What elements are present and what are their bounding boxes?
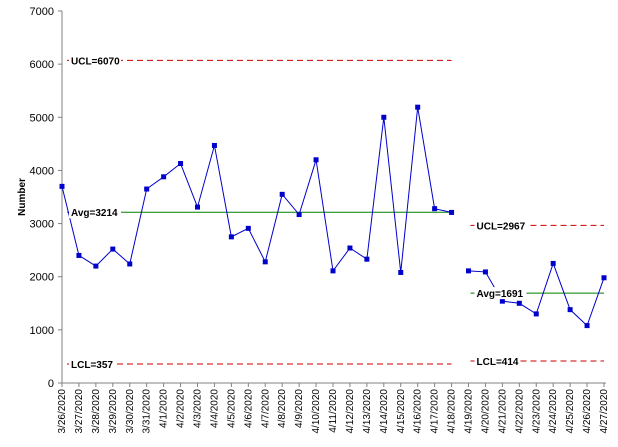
x-tick-label: 4/1/2020	[159, 389, 170, 428]
x-tick-label: 4/25/2020	[565, 389, 576, 434]
x-tick-label: 4/10/2020	[311, 389, 322, 434]
x-tick-label: 4/16/2020	[413, 389, 424, 434]
y-axis-ticks: 0 1000 2000 3000 4000 5000 6000 7000	[30, 6, 62, 390]
lcl-label-bg	[69, 358, 115, 371]
control-limit-labels: UCL=6070 Avg=3214 LCL=357 UCL=2967 Avg=1691 L…	[69, 54, 527, 371]
data-point	[330, 268, 336, 274]
ucl-label: UCL=6070	[71, 56, 120, 67]
x-tick-label: 4/27/2020	[599, 389, 610, 434]
data-point	[347, 245, 353, 251]
data-point	[178, 161, 184, 167]
x-tick-label: 3/26/2020	[57, 389, 68, 434]
x-axis-ticks: 3/26/2020 3/27/2020 3/28/2020 3/29/2020 3/30…	[57, 383, 610, 434]
data-point	[398, 269, 404, 275]
data-point	[110, 246, 116, 252]
chart-axes	[61, 11, 606, 384]
x-tick-label: 3/27/2020	[74, 389, 85, 434]
x-tick-label: 3/30/2020	[125, 389, 136, 434]
data-point	[482, 269, 488, 275]
data-point	[296, 212, 302, 218]
x-tick-label: 4/18/2020	[447, 389, 458, 434]
control-limit-lines	[67, 59, 604, 365]
y-tick-label: 0	[48, 378, 54, 390]
data-point	[245, 225, 251, 231]
ucl-label-bg	[69, 54, 121, 67]
x-tick-label: 4/4/2020	[209, 389, 220, 428]
data-point	[415, 104, 421, 110]
data-point	[601, 275, 607, 281]
data-point	[195, 204, 200, 210]
y-axis-label: Number	[17, 178, 28, 216]
x-tick-label: 4/3/2020	[193, 389, 204, 428]
x-tick-label: 4/14/2020	[379, 389, 390, 434]
y-tick-label: 1000	[30, 325, 54, 337]
data-point	[567, 307, 573, 313]
ucl-label: UCL=2967	[477, 221, 526, 232]
data-point	[364, 256, 370, 262]
y-tick-label: 2000	[30, 272, 54, 284]
data-series	[59, 104, 607, 329]
x-tick-label: 4/9/2020	[294, 389, 305, 428]
x-tick-label: 4/22/2020	[514, 389, 525, 434]
x-tick-label: 4/15/2020	[396, 389, 407, 434]
x-tick-label: 4/5/2020	[226, 389, 237, 428]
x-tick-label: 3/28/2020	[91, 389, 102, 434]
x-tick-label: 4/2/2020	[176, 389, 187, 428]
data-point	[59, 183, 65, 189]
data-point	[533, 311, 539, 317]
x-tick-label: 4/21/2020	[497, 389, 508, 434]
data-point	[466, 268, 471, 274]
y-tick-label: 3000	[30, 219, 54, 231]
data-point	[161, 174, 167, 180]
x-tick-label: 4/23/2020	[531, 389, 542, 434]
data-point	[127, 261, 133, 267]
data-point	[93, 263, 99, 269]
ucl-label-bg	[474, 219, 527, 232]
x-tick-label: 4/8/2020	[277, 389, 288, 428]
lcl-label: LCL=357	[71, 360, 113, 371]
data-point	[381, 114, 387, 120]
data-point	[279, 191, 285, 197]
x-tick-label: 4/17/2020	[430, 389, 441, 434]
x-tick-label: 4/12/2020	[345, 389, 356, 434]
x-tick-label: 4/11/2020	[328, 389, 339, 433]
data-point	[449, 209, 455, 215]
data-point	[550, 260, 556, 266]
x-tick-label: 4/13/2020	[362, 389, 373, 434]
x-tick-label: 4/20/2020	[480, 389, 491, 434]
y-tick-label: 4000	[30, 165, 54, 177]
data-point	[313, 157, 319, 163]
lcl-label: LCL=414	[477, 357, 519, 368]
x-tick-label: 4/26/2020	[582, 389, 593, 434]
x-tick-label: 4/7/2020	[260, 389, 271, 428]
x-tick-label: 4/19/2020	[464, 389, 475, 434]
x-tick-label: 4/24/2020	[548, 389, 559, 434]
x-tick-label: 3/31/2020	[142, 389, 153, 434]
data-point	[211, 142, 217, 148]
avg-label-bg	[474, 287, 527, 300]
data-point	[584, 323, 590, 329]
lcl-label-bg	[474, 354, 521, 367]
y-tick-label: 6000	[30, 59, 54, 71]
data-point	[228, 234, 234, 240]
y-tick-label: 7000	[30, 6, 54, 18]
avg-label: Avg=3214	[71, 208, 118, 219]
avg-label: Avg=1691	[477, 289, 524, 300]
data-point	[144, 186, 150, 192]
data-point	[76, 252, 82, 258]
data-point	[262, 259, 268, 265]
y-tick-label: 5000	[30, 112, 54, 124]
series-line	[61, 107, 452, 273]
avg-label-bg	[69, 206, 121, 219]
x-tick-label: 3/29/2020	[108, 389, 119, 434]
data-point	[499, 298, 505, 304]
data-point	[516, 300, 522, 306]
data-point	[432, 206, 438, 212]
x-tick-label: 4/6/2020	[243, 389, 254, 428]
